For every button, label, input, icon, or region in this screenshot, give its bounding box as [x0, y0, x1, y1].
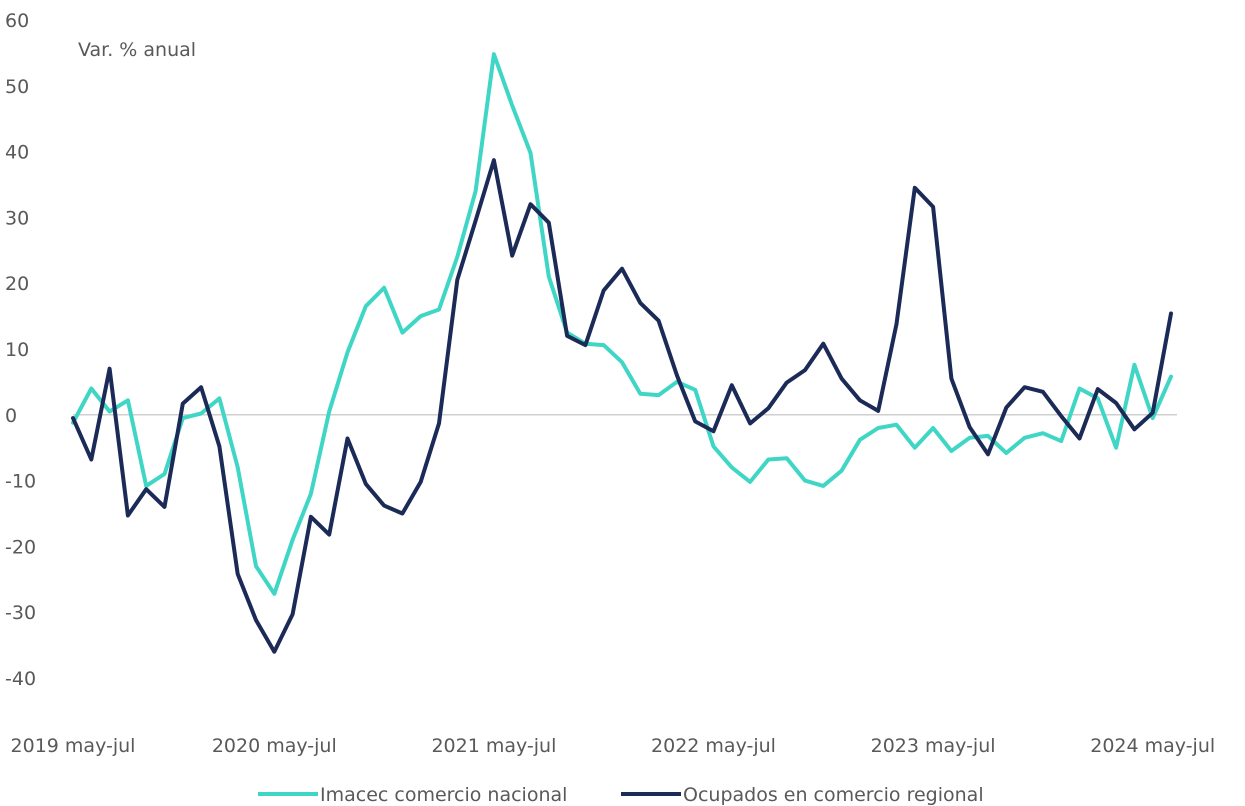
y-tick-label: 20 — [5, 273, 29, 295]
y-tick-label: 30 — [5, 207, 29, 229]
y-tick-label: -20 — [5, 536, 36, 558]
y-axis-tick-labels: -40 -30 -20 -10 0 10 20 30 40 50 60 — [5, 10, 36, 690]
x-axis-tick-labels: 2019 may-jul 2020 may-jul 2021 may-jul 2022… — [11, 735, 1216, 757]
y-tick-label: -40 — [5, 668, 36, 690]
y-tick-label: 50 — [5, 76, 29, 98]
x-tick-label: 2022 may-jul — [651, 735, 776, 757]
series-lines — [71, 52, 1173, 654]
series-line-imacec — [71, 52, 1173, 596]
x-tick-label: 2020 may-jul — [212, 735, 337, 757]
legend-label-ocupados: Ocupados en comercio regional — [683, 784, 984, 806]
x-tick-label: 2023 may-jul — [871, 735, 996, 757]
x-tick-label: 2021 may-jul — [431, 735, 556, 757]
legend-label-imacec: Imacec comercio nacional — [320, 784, 567, 806]
y-axis-unit-label: Var. % anual — [78, 39, 196, 61]
x-tick-label: 2019 may-jul — [11, 735, 136, 757]
legend: Imacec comercio nacional Ocupados en com… — [258, 784, 984, 806]
x-tick-label: 2024 may-jul — [1090, 735, 1215, 757]
y-tick-label: 40 — [5, 142, 29, 164]
y-tick-label: 0 — [5, 405, 17, 427]
y-tick-label: -10 — [5, 471, 36, 493]
y-tick-label: 10 — [5, 339, 29, 361]
y-tick-label: 60 — [5, 10, 29, 32]
y-tick-label: -30 — [5, 602, 36, 624]
series-line-ocupados — [71, 158, 1173, 654]
